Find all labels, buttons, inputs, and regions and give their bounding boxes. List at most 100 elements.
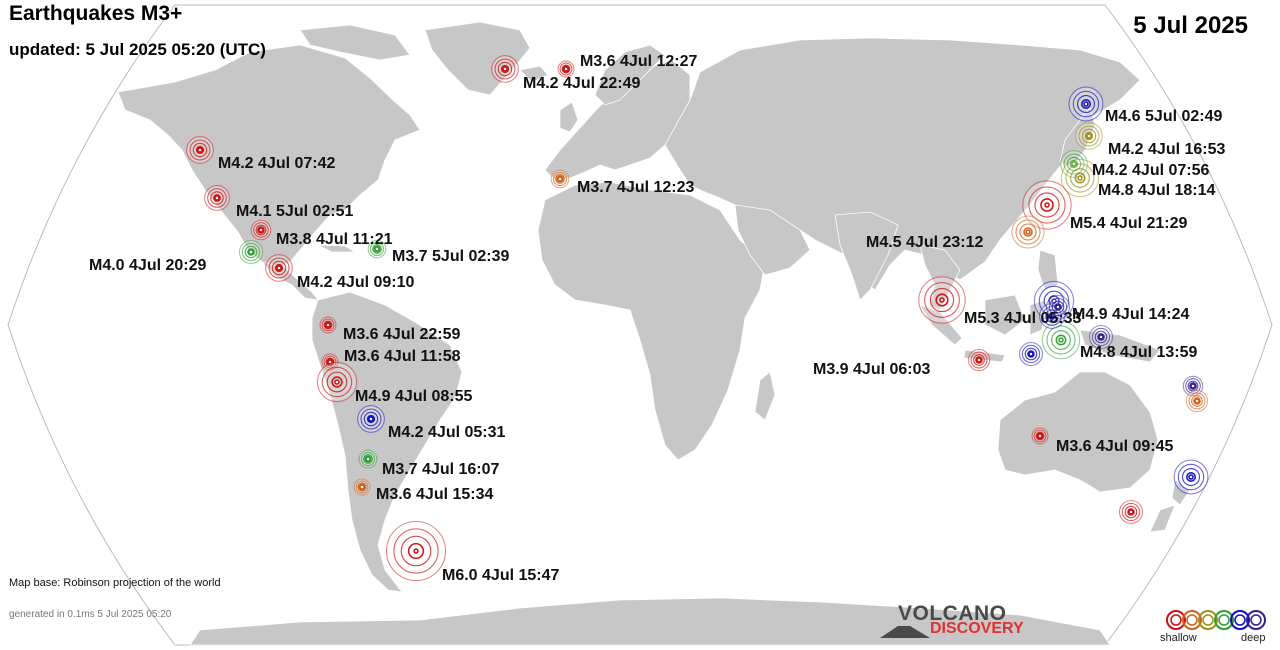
quake-marker[interactable] <box>1173 459 1209 495</box>
land-borneo <box>984 294 1026 336</box>
quake-marker[interactable] <box>353 478 371 496</box>
current-date: 5 Jul 2025 <box>1133 12 1248 39</box>
generated-note: generated in 0.1ms 5 Jul 2025 05:20 <box>9 609 172 620</box>
quake-ring <box>363 411 379 427</box>
quake-epicenter-dot <box>1128 509 1134 515</box>
quake-ring <box>1051 300 1065 314</box>
quake-ring <box>935 293 949 307</box>
quake-ring <box>247 248 255 256</box>
quake-label: M3.6 4Jul 15:34 <box>376 486 494 503</box>
quake-ring <box>373 245 381 253</box>
quake-ring <box>357 482 367 492</box>
quake-label: M3.6 4Jul 11:58 <box>344 348 461 365</box>
quake-marker[interactable] <box>357 405 385 433</box>
quake-marker[interactable] <box>1118 499 1144 525</box>
quake-epicenter-dot <box>214 195 220 201</box>
quake-marker[interactable] <box>967 348 991 372</box>
legend-depth-circle <box>1182 610 1202 630</box>
quake-epicenter-dot <box>197 147 203 153</box>
quake-marker[interactable] <box>358 449 378 469</box>
quake-marker[interactable] <box>186 136 214 164</box>
land-greenland <box>424 21 531 96</box>
land-arctic-islands <box>299 24 411 61</box>
quake-epicenter-dot <box>1037 433 1043 439</box>
quake-marker[interactable] <box>385 520 447 582</box>
quake-ring <box>360 451 376 467</box>
quake-ring <box>355 480 369 494</box>
quake-label: M4.2 4Jul 07:56 <box>1092 162 1210 179</box>
quake-ring <box>1021 344 1041 364</box>
quake-marker[interactable] <box>557 60 575 78</box>
quake-marker[interactable] <box>367 239 387 259</box>
quake-marker[interactable] <box>1185 389 1209 413</box>
quake-marker[interactable] <box>1060 158 1100 198</box>
quake-marker[interactable] <box>1011 215 1045 249</box>
quake-marker[interactable] <box>204 185 230 211</box>
legend-depth-circle <box>1246 610 1266 630</box>
quake-label: M3.6 4Jul 22:59 <box>343 326 461 343</box>
quake-ring <box>323 320 333 330</box>
quake-ring <box>1127 508 1135 516</box>
quake-ring <box>1036 432 1044 440</box>
quake-ring <box>192 142 208 158</box>
quake-ring <box>195 145 205 155</box>
quake-epicenter-dot <box>502 66 508 72</box>
earthquake-markers: M3.6 4Jul 12:27 M4.2 4Jul 22:49 M4.2 4Jul … <box>89 53 1226 584</box>
legend-depth-circle <box>1186 614 1198 626</box>
quake-marker[interactable] <box>250 219 272 241</box>
land-iceland <box>519 65 549 83</box>
quake-marker[interactable] <box>491 55 519 83</box>
quake-label: M3.7 4Jul 12:23 <box>577 179 695 196</box>
quake-marker[interactable] <box>316 361 358 403</box>
quake-ring <box>494 58 516 80</box>
quake-epicenter-dot <box>365 456 371 462</box>
quake-marker[interactable] <box>1041 320 1081 360</box>
quake-epicenter-dot <box>413 548 419 554</box>
quake-epicenter-dot <box>557 176 563 182</box>
quake-ring <box>559 62 573 76</box>
quake-ring <box>500 64 510 74</box>
quake-epicenter-dot <box>1083 101 1089 107</box>
quake-marker[interactable] <box>238 239 264 265</box>
quake-ring <box>975 356 983 364</box>
quake-label: M3.6 4Jul 09:45 <box>1056 438 1174 455</box>
quake-marker[interactable] <box>1045 294 1071 320</box>
quake-marker[interactable] <box>1068 86 1104 122</box>
quake-ring <box>1027 350 1035 358</box>
quake-ring <box>1055 334 1067 346</box>
quake-ring <box>1189 382 1197 390</box>
quake-ring <box>274 263 284 273</box>
quake-ring <box>1074 172 1086 184</box>
quake-marker[interactable] <box>265 254 293 282</box>
logo-text-volcano: VOLCANO <box>898 602 1007 625</box>
depth-legend-circles <box>1166 610 1266 630</box>
logo-text-discovery: DISCOVERY <box>930 620 1024 637</box>
landmasses <box>117 21 1191 646</box>
quake-epicenter-dot <box>1028 351 1034 357</box>
volcano-discovery-logo[interactable]: VOLCANO DISCOVERY <box>880 602 1040 642</box>
updated-timestamp: updated: 5 Jul 2025 05:20 (UTC) <box>9 40 266 59</box>
legend-depth-circle <box>1198 610 1218 630</box>
quake-ring <box>973 354 985 366</box>
quake-marker[interactable] <box>1088 324 1114 350</box>
quake-ring <box>1081 128 1097 144</box>
quake-marker[interactable] <box>1031 427 1049 445</box>
quake-label: M5.4 4Jul 21:29 <box>1070 215 1188 232</box>
quake-ring <box>1019 223 1037 241</box>
depth-legend: shallow deep <box>1160 608 1270 648</box>
quake-marker[interactable] <box>1018 341 1044 367</box>
legend-depth-circle <box>1214 610 1234 630</box>
quake-label: M4.9 4Jul 08:55 <box>355 388 473 405</box>
quake-marker[interactable] <box>550 169 570 189</box>
quake-label: M3.6 4Jul 12:27 <box>580 53 698 70</box>
quake-marker[interactable] <box>918 276 966 324</box>
quake-label: M4.0 4Jul 20:29 <box>89 257 207 274</box>
quake-epicenter-dot <box>1044 202 1050 208</box>
quake-epicenter-dot <box>368 416 374 422</box>
quake-label: M4.8 4Jul 13:59 <box>1080 344 1198 361</box>
quake-ring <box>1033 429 1047 443</box>
quake-label: M5.3 4Jul 05:33 <box>964 310 1082 327</box>
quake-marker[interactable] <box>319 316 337 334</box>
quake-marker[interactable] <box>1075 122 1103 150</box>
quake-ring <box>1046 325 1076 355</box>
